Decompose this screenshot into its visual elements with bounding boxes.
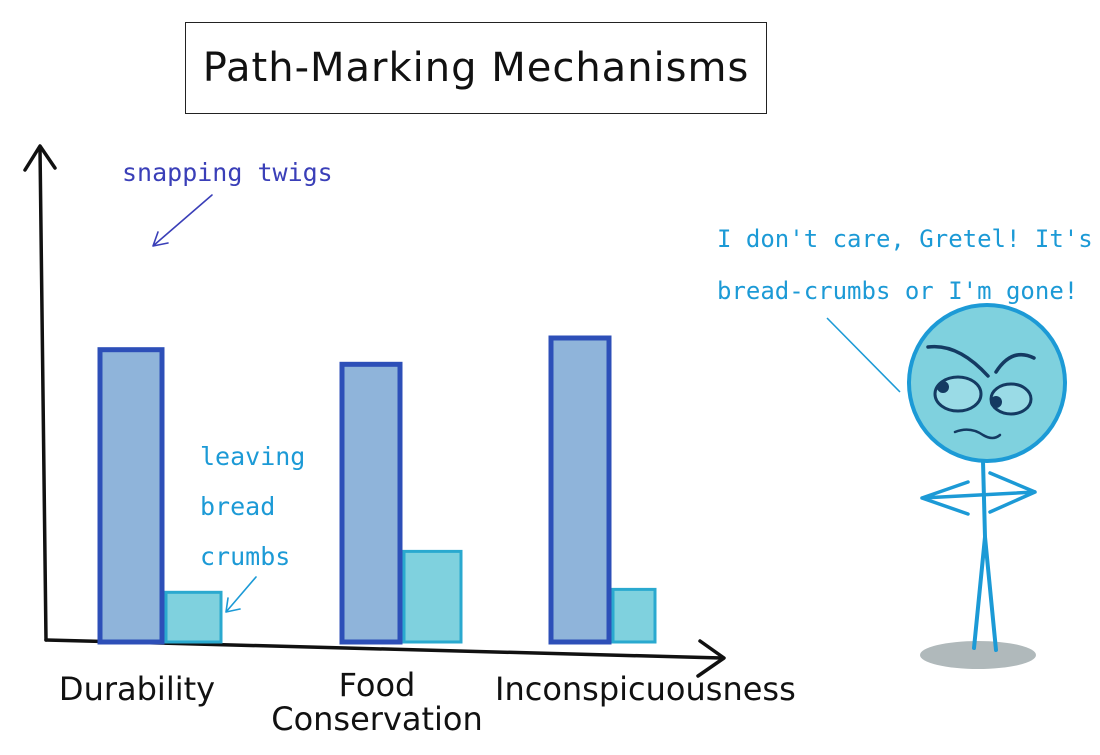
y-axis-arrowhead [23,144,57,172]
bar-durability-series-1 [97,347,165,645]
figure-brow-right [994,353,1036,374]
speech-pointer [826,317,901,393]
bar-inconspicuousness-series-1 [548,335,612,645]
chart-title: Path-Marking Mechanisms [202,45,750,91]
figure-pupil-right [990,396,1002,408]
bar-food-conservation-series-1 [339,361,403,645]
bar-inconspicuousness-series-2 [611,587,657,644]
figure-pupil-left [937,381,949,393]
speech-line-2: bread-crumbs or I'm gone! [717,277,1079,305]
speech-line-1: I don't care, Gretel! It's [717,225,1093,253]
twigs-arrow [152,194,213,247]
annotation-crumbs-line-3: crumbs [200,542,291,571]
speech-text: I don't care, Gretel! It's bread-crumbs … [717,213,1093,317]
annotation-bread-crumbs: leaving bread crumbs [200,432,305,582]
figure-torso [981,459,987,539]
annotation-crumbs-line-2: bread [200,492,276,521]
figure-shadow [920,641,1036,669]
category-label-inconspicuousness: Inconspicuousness [495,670,796,708]
figure-mouth [953,428,1002,440]
annotation-crumbs-line-1: leaving [200,442,306,471]
figure-brow-left [926,344,990,378]
stick-figure [907,303,1067,669]
chart-title-box: Path-Marking Mechanisms [185,22,767,114]
bar-durability-series-2 [164,590,223,644]
annotation-snapping-twigs: snapping twigs [122,158,333,187]
figure-head [907,303,1067,463]
crumbs-arrow [225,576,257,613]
x-axis-arrowhead [696,639,726,678]
category-label-food-conservation: Food Conservation [271,666,483,738]
bar-food-conservation-series-2 [402,549,463,644]
figure-legs [972,535,998,652]
category-label-durability: Durability [58,670,216,708]
y-axis [38,146,48,642]
figure-arms [920,471,1037,516]
